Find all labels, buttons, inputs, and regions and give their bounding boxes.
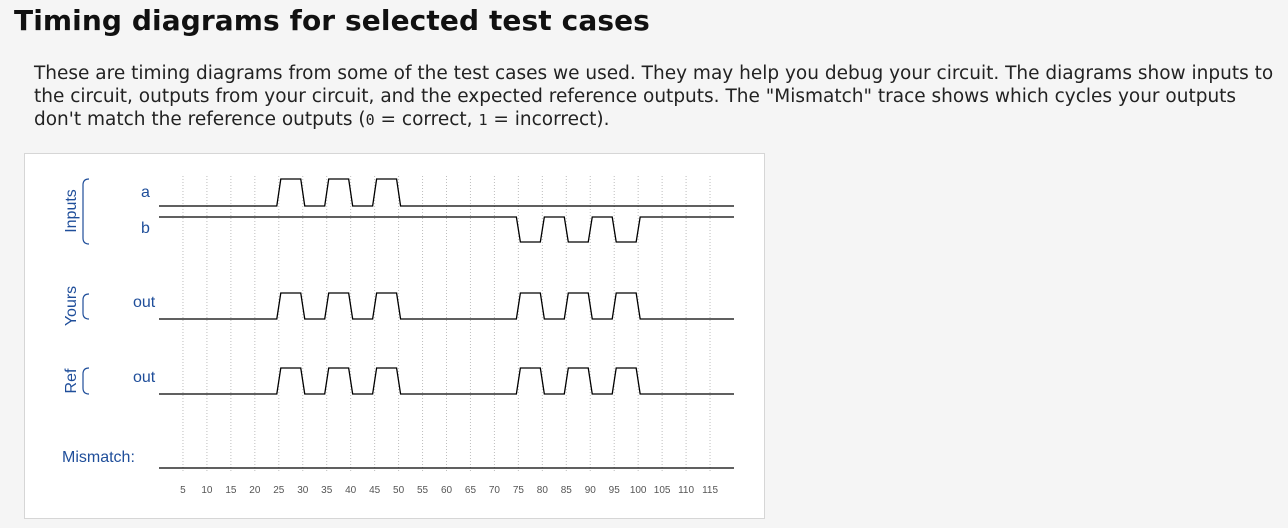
signal-label-b: b	[141, 220, 150, 237]
timing-diagram: a b out out Mismatch: Inputs Yours Ref 5 10 15 20 25…	[62, 176, 734, 496]
time-tick-label: 95	[609, 485, 621, 496]
group-label-ref: Ref	[63, 368, 80, 393]
page-title: Timing diagrams for selected test cases	[14, 4, 650, 37]
code-incorrect: 1	[478, 111, 488, 129]
time-tick-label: 55	[417, 485, 429, 496]
time-tick-label: 110	[678, 485, 694, 496]
time-tick-label: 105	[654, 485, 671, 496]
time-tick-label: 5	[180, 485, 186, 496]
time-tick-label: 90	[585, 485, 597, 496]
time-tick-label: 30	[297, 485, 309, 496]
group-bracket-ref	[82, 367, 90, 395]
time-tick-label: 75	[513, 485, 525, 496]
time-tick-label: 100	[630, 485, 647, 496]
time-tick-label: 35	[321, 485, 333, 496]
time-tick-label: 80	[537, 485, 549, 496]
waveform-yours-out	[159, 292, 734, 320]
time-tick-label: 65	[465, 485, 477, 496]
time-tick-label: 15	[225, 485, 237, 496]
group-label-yours: Yours	[63, 286, 80, 326]
description-text-1: These are timing diagrams from some of t…	[34, 63, 1274, 130]
time-tick-label: 25	[273, 485, 285, 496]
page-description: These are timing diagrams from some of t…	[34, 62, 1274, 132]
time-tick-label: 85	[561, 485, 573, 496]
time-tick-label: 50	[393, 485, 405, 496]
group-bracket-yours	[82, 293, 90, 320]
time-tick-label: 20	[249, 485, 261, 496]
group-bracket-inputs	[82, 178, 90, 245]
waveform-ref-out	[159, 367, 734, 395]
code-correct: 0	[365, 111, 375, 129]
waveform-inputs-a	[159, 178, 734, 207]
group-label-inputs: Inputs	[63, 189, 80, 233]
description-text-3: = incorrect).	[487, 109, 610, 130]
time-tick-label: 40	[345, 485, 357, 496]
time-tick-label: 70	[489, 485, 501, 496]
timing-diagram-panel: a b out out Mismatch: Inputs Yours Ref 5 10 15 20 25…	[24, 153, 765, 519]
time-tick-label: 45	[369, 485, 381, 496]
mismatch-label: Mismatch:	[62, 449, 135, 466]
time-tick-label: 60	[441, 485, 453, 496]
time-tick-label: 10	[201, 485, 213, 496]
description-text-2: = correct,	[374, 109, 479, 130]
signal-label-a: a	[141, 184, 150, 201]
signal-label-out: out	[133, 369, 156, 386]
signal-label-out: out	[133, 294, 156, 311]
waveform-inputs-b	[159, 216, 734, 243]
time-tick-label: 115	[702, 485, 718, 496]
